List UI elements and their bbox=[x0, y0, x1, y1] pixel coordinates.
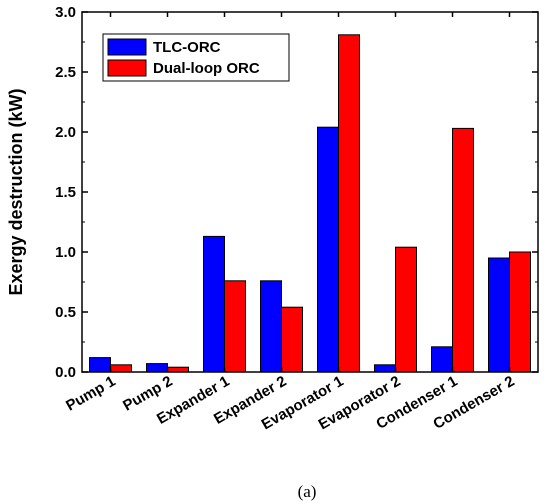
bar-dual-loop-orc-condenser-1 bbox=[452, 127, 474, 373]
y-tick-label: 1.0 bbox=[55, 244, 76, 261]
bar-tlc-orc-evaporator-1 bbox=[317, 126, 339, 373]
bar-tlc-orc-pump-1 bbox=[89, 357, 111, 373]
y-tick-label: 1.5 bbox=[55, 184, 76, 201]
y-tick-label: 2.5 bbox=[55, 64, 76, 81]
y-tick-label: 0.0 bbox=[55, 364, 76, 381]
legend: TLC-ORC Dual-loop ORC bbox=[102, 33, 290, 82]
y-tick-label: 0.5 bbox=[55, 304, 76, 321]
figure-caption: (a) bbox=[298, 482, 317, 501]
legend-label: Dual-loop ORC bbox=[153, 60, 260, 77]
legend-swatch bbox=[107, 59, 147, 77]
bar-tlc-orc-expander-1 bbox=[203, 235, 225, 373]
y-tick-label: 3.0 bbox=[55, 4, 76, 21]
bars-layer bbox=[89, 34, 531, 373]
bar-dual-loop-orc-evaporator-2 bbox=[395, 246, 417, 373]
bar-dual-loop-orc-pump-1 bbox=[110, 364, 132, 373]
y-tick-label: 2.0 bbox=[55, 124, 76, 141]
bar-dual-loop-orc-evaporator-1 bbox=[338, 34, 360, 373]
y-axis-title: Exergy destruction (kW) bbox=[6, 88, 26, 295]
y-axis: 0.0 0.5 1.0 1.5 2.0 2.5 3.0 bbox=[55, 4, 538, 381]
bar-tlc-orc-condenser-1 bbox=[431, 346, 453, 373]
legend-label: TLC-ORC bbox=[153, 39, 221, 56]
plot-frame bbox=[81, 11, 539, 373]
legend-swatch bbox=[107, 38, 147, 56]
bar-dual-loop-orc-expander-2 bbox=[281, 306, 303, 373]
bar-dual-loop-orc-expander-1 bbox=[224, 280, 246, 373]
bar-tlc-orc-pump-2 bbox=[146, 363, 168, 373]
bar-tlc-orc-condenser-2 bbox=[488, 257, 510, 373]
bar-dual-loop-orc-condenser-2 bbox=[509, 251, 531, 373]
bar-tlc-orc-expander-2 bbox=[260, 280, 282, 373]
bar-tlc-orc-evaporator-2 bbox=[374, 364, 396, 373]
